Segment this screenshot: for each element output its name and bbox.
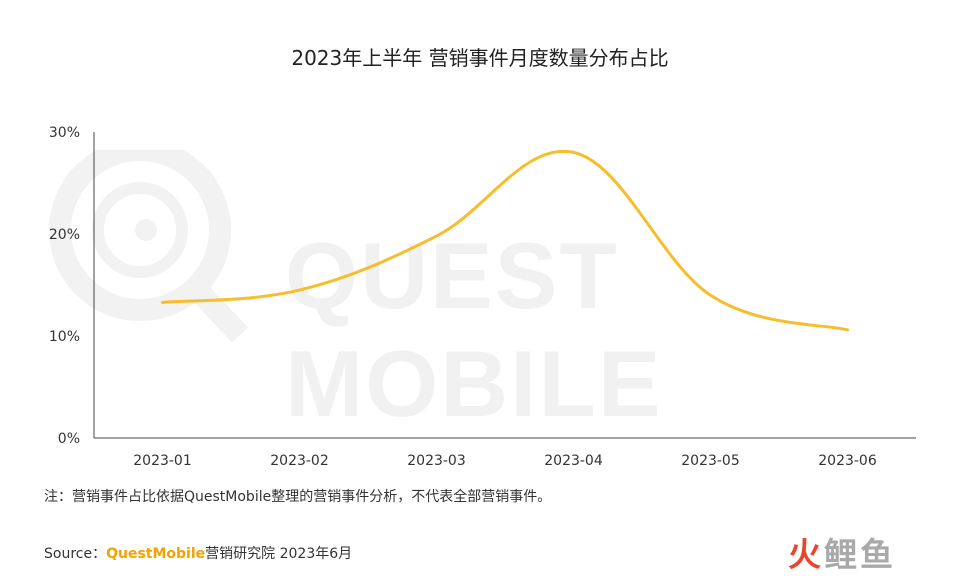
source-prefix: Source：	[44, 546, 107, 562]
chart-title: 2023年上半年 营销事件月度数量分布占比	[291, 46, 669, 70]
x-tick-label: 2023-01	[133, 453, 192, 469]
brand-logo-glyph: 鲤	[824, 535, 860, 573]
series-group	[161, 149, 849, 332]
y-tick-labels: 0% 10% 20% 30%	[49, 125, 80, 447]
y-tick-label: 30%	[49, 125, 80, 141]
source-suffix: 营销研究院 2023年6月	[205, 546, 353, 562]
brand-logo-glyph: 鱼	[860, 535, 896, 573]
y-tick-label: 20%	[49, 227, 80, 243]
x-tick-labels: 2023-01 2023-02 2023-03 2023-04 2023-05 2023-…	[133, 453, 877, 469]
line-chart: 0% 10% 20% 30% 2023-01 2023-02 2023-03 2023-04…	[49, 125, 916, 469]
x-tick-label: 2023-02	[270, 453, 329, 469]
brand-logo-text: 火鲤鱼	[788, 535, 896, 573]
y-tick-label: 0%	[58, 431, 80, 447]
y-tick-label: 10%	[49, 329, 80, 345]
x-tick-label: 2023-03	[407, 453, 466, 469]
x-tick-label: 2023-04	[544, 453, 603, 469]
footnote: 注：营销事件占比依据QuestMobile整理的营销事件分析，不代表全部营销事件…	[44, 489, 552, 505]
source-line: Source：QuestMobile营销研究院 2023年6月	[44, 543, 352, 563]
x-tick-label: 2023-05	[681, 453, 740, 469]
source-brand: QuestMobile	[106, 546, 206, 562]
brand-logo-glyph: 火	[788, 535, 824, 573]
x-tick-label: 2023-06	[818, 453, 877, 469]
brand-logo: 火鲤鱼	[788, 535, 896, 573]
series-line	[161, 149, 849, 332]
